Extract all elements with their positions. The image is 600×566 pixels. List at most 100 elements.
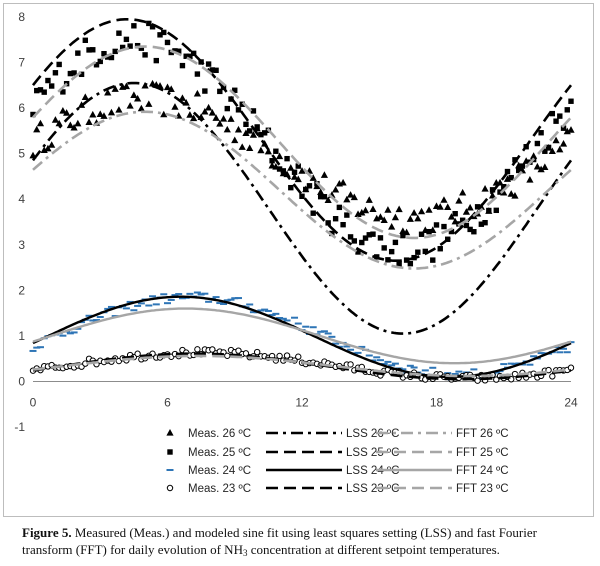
data-point xyxy=(541,352,549,355)
data-point xyxy=(243,121,249,128)
data-point xyxy=(30,111,36,118)
data-point xyxy=(107,305,115,308)
data-point xyxy=(421,369,429,372)
data-point xyxy=(93,62,100,68)
data-point xyxy=(447,213,456,220)
series-line-fft-23-c xyxy=(32,354,572,378)
data-point xyxy=(93,319,101,322)
data-point xyxy=(127,43,133,49)
data-point xyxy=(511,192,519,199)
data-point xyxy=(441,223,447,230)
data-point xyxy=(467,226,473,233)
data-point xyxy=(537,352,545,355)
data-point xyxy=(205,61,212,67)
data-point xyxy=(187,53,193,60)
data-point xyxy=(392,239,399,246)
data-point xyxy=(519,163,526,169)
data-point xyxy=(410,209,418,216)
series-meas-25-c xyxy=(30,20,574,267)
data-point xyxy=(149,295,157,298)
data-point xyxy=(70,331,78,334)
series-line-fft-25-c xyxy=(32,45,572,240)
data-point xyxy=(194,346,201,353)
y-tick-label: 2 xyxy=(18,283,25,297)
data-point xyxy=(152,303,160,306)
data-point xyxy=(276,352,283,360)
data-point xyxy=(242,350,250,357)
data-point xyxy=(298,167,306,174)
data-point xyxy=(74,119,82,127)
data-point xyxy=(242,129,250,137)
data-point xyxy=(462,208,470,215)
data-point xyxy=(284,155,290,162)
data-point xyxy=(104,88,112,96)
data-point xyxy=(321,194,328,200)
data-point xyxy=(66,121,74,129)
series-line-lss-25-c xyxy=(31,18,573,262)
data-point xyxy=(269,158,275,164)
data-point xyxy=(146,20,152,27)
data-point xyxy=(370,231,376,237)
data-point xyxy=(418,231,425,237)
data-point xyxy=(403,257,410,263)
data-point xyxy=(145,100,153,107)
data-point xyxy=(48,83,55,89)
data-point xyxy=(501,184,507,190)
data-point xyxy=(122,82,131,90)
data-point xyxy=(452,210,458,217)
data-point xyxy=(373,356,381,359)
data-point xyxy=(369,359,377,362)
data-point xyxy=(116,30,122,36)
data-point xyxy=(224,105,230,112)
data-point xyxy=(89,319,97,322)
data-point xyxy=(557,113,563,119)
data-point xyxy=(429,366,437,369)
legend-label: Meas. 24 ºC xyxy=(188,465,251,477)
data-point xyxy=(104,307,112,310)
caption-label: Figure 5. xyxy=(22,525,72,540)
data-point xyxy=(433,222,440,228)
data-point xyxy=(145,304,153,307)
data-point xyxy=(295,163,301,169)
data-point xyxy=(355,249,361,255)
data-point xyxy=(209,67,216,73)
data-point xyxy=(538,130,544,136)
data-point xyxy=(302,325,310,328)
data-point xyxy=(567,126,575,133)
data-point xyxy=(111,85,119,92)
legend-label: Meas. 25 ºC xyxy=(188,447,251,459)
data-point xyxy=(564,107,570,113)
data-point xyxy=(182,99,190,106)
data-point xyxy=(272,312,280,315)
data-point xyxy=(332,342,340,345)
data-point xyxy=(324,332,332,335)
data-point xyxy=(227,115,235,122)
data-point xyxy=(556,145,564,153)
data-point xyxy=(288,184,294,191)
legend-label: FFT 24 ºC xyxy=(456,465,509,477)
data-point xyxy=(549,373,556,380)
data-point xyxy=(257,146,265,154)
data-point xyxy=(130,91,138,98)
y-tick-label: -1 xyxy=(14,420,25,434)
data-point xyxy=(85,118,93,126)
data-point xyxy=(90,47,96,53)
legend-label: LSS 26 ºC xyxy=(346,428,399,440)
data-point xyxy=(275,152,284,160)
data-point xyxy=(261,308,269,311)
legend: Meas. 26 ºC LSS 26 ºC FFT 26 ºC Meas. 25 ºC… xyxy=(166,428,509,495)
data-point xyxy=(366,232,372,238)
data-point xyxy=(100,112,108,119)
data-point xyxy=(325,220,331,226)
data-point xyxy=(231,297,239,300)
data-point xyxy=(369,205,377,212)
data-point xyxy=(425,206,433,213)
data-point xyxy=(59,107,67,114)
data-point xyxy=(164,39,171,46)
data-point xyxy=(232,87,238,93)
data-point xyxy=(193,291,201,294)
data-point xyxy=(339,178,347,186)
data-point xyxy=(86,47,92,53)
data-point xyxy=(376,213,385,220)
